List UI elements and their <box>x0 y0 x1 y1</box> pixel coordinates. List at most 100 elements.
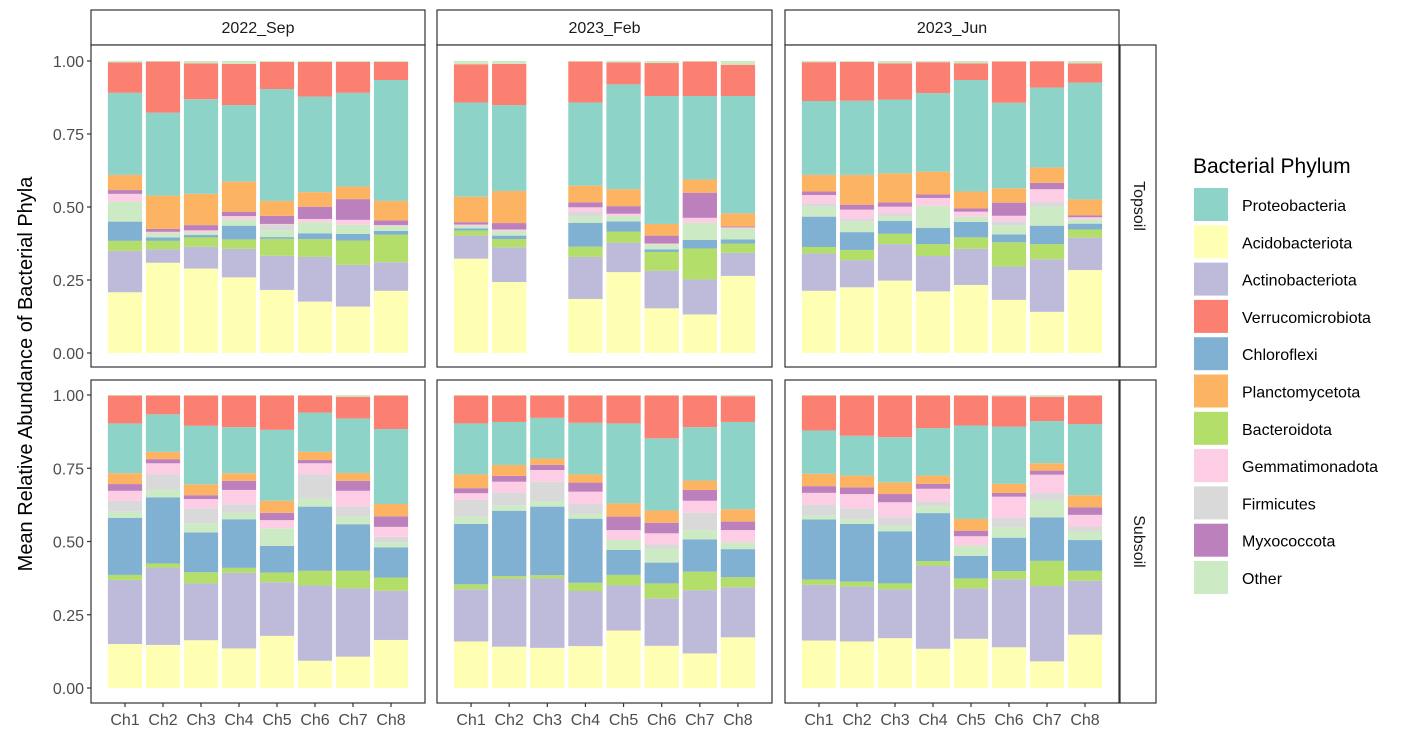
segment-firmicutes <box>568 211 603 217</box>
segment-actinobacteriota <box>839 260 875 288</box>
segment-myxococcota <box>145 459 181 464</box>
segment-verrucomicrobiota <box>492 63 527 106</box>
bar-ch5 <box>606 395 641 688</box>
segment-bacteroidota <box>335 570 371 589</box>
bar-ch1 <box>453 395 489 688</box>
segment-other <box>801 515 837 520</box>
x-tick-label: Ch8 <box>1070 712 1099 729</box>
segment-gemmatimonadota <box>492 481 527 493</box>
segment-actinobacteriota <box>145 567 181 645</box>
segment-actinobacteriota <box>915 565 951 649</box>
segment-gemmatimonadota <box>145 463 181 475</box>
segment-gemmatimonadota <box>373 526 409 537</box>
segment-myxococcota <box>915 194 951 198</box>
segment-chloroflexi <box>915 513 951 562</box>
segment-actinobacteriota <box>801 253 837 291</box>
segment-planctomycetota <box>373 503 409 517</box>
segment-actinobacteriota <box>991 266 1027 300</box>
segment-proteobacteria <box>720 421 756 510</box>
segment-bacteroidota <box>107 574 143 580</box>
segment-other <box>145 395 181 396</box>
segment-gemmatimonadota <box>1029 189 1065 202</box>
x-tick-label: Ch5 <box>609 712 638 729</box>
segment-other <box>492 505 527 511</box>
segment-firmicutes <box>991 517 1027 528</box>
segment-acidobacteriota <box>915 291 951 353</box>
segment-chloroflexi <box>720 549 756 578</box>
legend-swatch <box>1194 486 1228 520</box>
segment-bacteroidota <box>682 248 717 280</box>
segment-gemmatimonadota <box>801 492 837 505</box>
legend-swatch <box>1194 374 1228 408</box>
segment-planctomycetota <box>568 474 603 483</box>
segment-planctomycetota <box>953 191 989 209</box>
segment-other <box>915 61 951 63</box>
segment-planctomycetota <box>877 482 913 495</box>
segment-other <box>335 395 371 397</box>
segment-chloroflexi <box>801 216 837 248</box>
segment-myxococcota <box>221 480 257 490</box>
segment-proteobacteria <box>530 417 565 459</box>
segment-myxococcota <box>1029 470 1065 475</box>
legend-label: Chloroflexi <box>1242 347 1318 364</box>
segment-proteobacteria <box>107 423 143 474</box>
segment-acidobacteriota <box>1029 661 1065 688</box>
segment-proteobacteria <box>183 99 219 194</box>
segment-bacteroidota <box>991 242 1027 267</box>
segment-firmicutes <box>839 508 875 519</box>
segment-chloroflexi <box>373 547 409 578</box>
segment-proteobacteria <box>221 105 257 182</box>
bar-ch8 <box>373 61 409 353</box>
facet-panels: 2022_Sep 2023_Feb 2023_Jun Topsoil Subsoil 0.… <box>53 9 1157 729</box>
segment-proteobacteria <box>453 102 489 197</box>
segment-actinobacteriota <box>373 262 409 291</box>
segment-gemmatimonadota <box>682 500 717 513</box>
bar-ch1 <box>453 61 489 353</box>
segment-actinobacteriota <box>682 279 717 315</box>
strip-label: 2023_Feb <box>568 20 640 37</box>
segment-actinobacteriota <box>453 589 489 642</box>
segment-acidobacteriota <box>221 277 257 353</box>
segment-actinobacteriota <box>1029 586 1065 662</box>
segment-chloroflexi <box>107 517 143 575</box>
segment-chloroflexi <box>839 523 875 582</box>
segment-gemmatimonadota <box>720 530 756 543</box>
segment-planctomycetota <box>606 189 641 207</box>
y-tick-label: 1.00 <box>53 388 84 405</box>
segment-verrucomicrobiota <box>877 63 913 100</box>
segment-other <box>1067 531 1103 541</box>
segment-acidobacteriota <box>877 638 913 688</box>
segment-chloroflexi <box>453 228 489 231</box>
segment-bacteroidota <box>492 239 527 248</box>
segment-myxococcota <box>991 492 1027 497</box>
panel-border <box>784 44 1120 368</box>
segment-planctomycetota <box>221 181 257 212</box>
segment-bacteroidota <box>720 577 756 588</box>
bar-ch2 <box>145 395 181 688</box>
segment-proteobacteria <box>297 96 333 193</box>
segment-chloroflexi <box>991 234 1027 243</box>
strip-box <box>1119 44 1157 368</box>
segment-other <box>221 395 257 396</box>
segment-planctomycetota <box>991 483 1027 493</box>
bar-ch7 <box>335 61 371 353</box>
segment-bacteroidota <box>453 584 489 590</box>
segment-actinobacteriota <box>492 247 527 283</box>
segment-verrucomicrobiota <box>606 395 641 424</box>
segment-other <box>606 540 641 550</box>
segment-other <box>682 530 717 540</box>
bar-ch2 <box>492 61 527 353</box>
segment-verrucomicrobiota <box>953 395 989 426</box>
segment-myxococcota <box>1067 215 1103 218</box>
segment-verrucomicrobiota <box>1067 63 1103 83</box>
segment-firmicutes <box>991 221 1027 226</box>
bar-ch6 <box>644 61 679 353</box>
segment-actinobacteriota <box>682 590 717 654</box>
x-tick-label: Ch4 <box>918 712 947 729</box>
segment-gemmatimonadota <box>644 533 679 545</box>
strip-subsoil: Subsoil <box>1119 379 1157 704</box>
segment-acidobacteriota <box>644 308 679 353</box>
segment-planctomycetota <box>991 188 1027 203</box>
segment-acidobacteriota <box>568 646 603 688</box>
segment-proteobacteria <box>644 96 679 224</box>
